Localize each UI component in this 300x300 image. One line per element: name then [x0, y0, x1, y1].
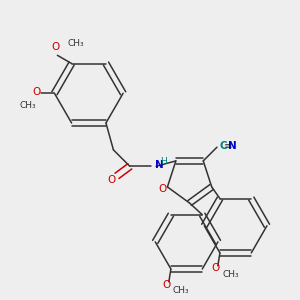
Text: CH₃: CH₃ [20, 101, 37, 110]
Text: O: O [52, 42, 60, 52]
Text: CH₃: CH₃ [222, 270, 238, 279]
Text: H: H [160, 157, 167, 166]
Text: CH₃: CH₃ [67, 39, 84, 48]
Text: N: N [154, 160, 164, 170]
Text: O: O [32, 87, 41, 97]
Text: ≡: ≡ [224, 141, 232, 151]
Text: O: O [107, 175, 115, 185]
Text: O: O [211, 263, 220, 273]
Text: O: O [159, 184, 167, 194]
Text: C: C [219, 141, 227, 151]
Text: CH₃: CH₃ [173, 286, 190, 295]
Text: N: N [228, 141, 237, 151]
Text: O: O [162, 280, 170, 290]
